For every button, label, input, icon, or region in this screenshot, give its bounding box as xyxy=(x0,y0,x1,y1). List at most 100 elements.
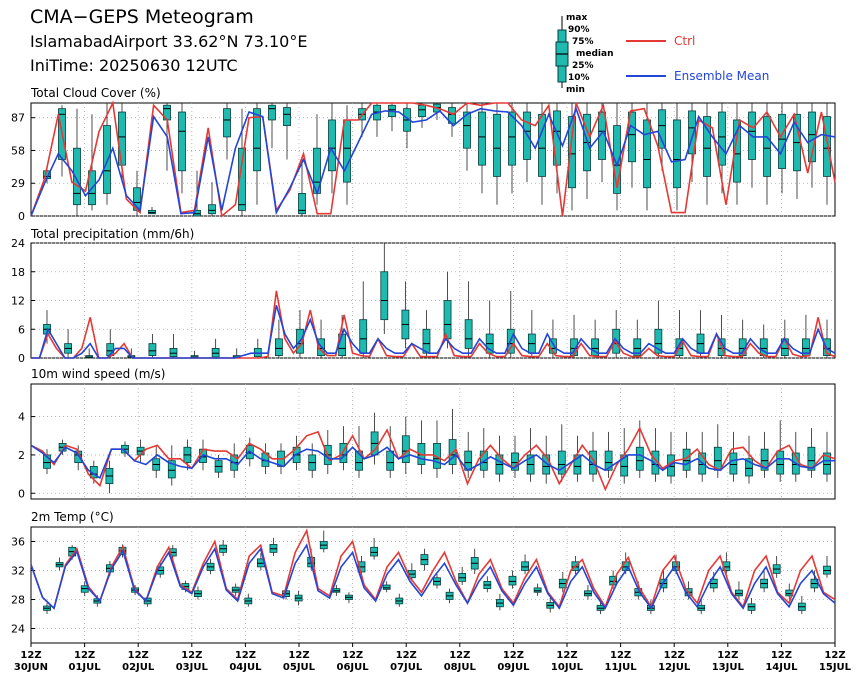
box-iqr xyxy=(654,328,663,354)
legend-box-p25: 25% xyxy=(572,61,594,71)
x-tick-date: 30JUN xyxy=(14,662,48,673)
y-tick-label: 58 xyxy=(11,144,25,157)
box-iqr xyxy=(328,119,336,172)
x-tick-time: 12Z xyxy=(824,650,845,661)
legend-box-p10: 10% xyxy=(568,73,590,83)
box-iqr xyxy=(355,450,363,471)
x-tick-time: 12Z xyxy=(342,650,363,661)
box-iqr xyxy=(382,584,391,590)
y-tick-label: 2 xyxy=(18,449,25,462)
x-tick-date: 15JUL xyxy=(819,662,852,673)
panel-frame xyxy=(30,526,836,644)
ctrl-series-line xyxy=(30,528,836,610)
x-tick-time: 12Z xyxy=(664,650,685,661)
box-iqr xyxy=(343,119,351,183)
x-tick-time: 12Z xyxy=(235,650,256,661)
x-tick-date: 02JUL xyxy=(122,662,155,673)
box-iqr xyxy=(359,319,368,354)
box-iqr xyxy=(673,119,681,189)
x-tick-date: 11JUL xyxy=(605,662,638,673)
legend-box-median: median xyxy=(576,49,614,59)
legend-mean-label: Ensemble Mean xyxy=(674,69,770,83)
x-tick-date: 01JUL xyxy=(69,662,102,673)
legend-box-p90: 90% xyxy=(568,25,590,35)
box-iqr xyxy=(370,546,378,557)
panel-frame xyxy=(30,102,836,217)
box-iqr xyxy=(776,450,785,475)
x-tick-time: 12Z xyxy=(771,650,792,661)
x-tick-date: 10JUL xyxy=(551,662,584,673)
box-iqr xyxy=(713,446,722,471)
y-tick-label: 24 xyxy=(11,237,25,250)
box-iqr xyxy=(418,104,426,117)
box-iqr xyxy=(103,125,111,194)
box-iqr xyxy=(274,338,283,357)
mean-series-line xyxy=(30,543,836,610)
box-iqr xyxy=(643,119,651,189)
box-iqr xyxy=(169,348,178,357)
box-iqr xyxy=(464,319,473,349)
mean-series-line xyxy=(30,444,835,480)
y-tick-label: 0 xyxy=(18,210,25,223)
mean-series-line xyxy=(31,305,836,359)
x-tick-time: 12Z xyxy=(610,650,631,661)
x-tick-date: 05JUL xyxy=(283,662,316,673)
box-iqr xyxy=(178,111,186,172)
x-tick-date: 09JUL xyxy=(497,662,530,673)
box-iqr xyxy=(628,111,636,163)
box-iqr xyxy=(635,446,644,471)
box-iqr xyxy=(823,116,831,177)
x-tick-time: 12Z xyxy=(396,650,417,661)
x-tick-time: 12Z xyxy=(20,650,41,661)
box-iqr xyxy=(422,328,431,354)
x-tick-date: 12JUL xyxy=(658,662,691,673)
box-iqr xyxy=(268,104,276,121)
box-iqr xyxy=(763,116,771,177)
y-tick-label: 18 xyxy=(11,266,25,279)
box-iqr xyxy=(745,458,753,477)
page-title: CMA−GEPS Meteogram xyxy=(30,6,254,28)
x-tick-date: 14JUL xyxy=(765,662,798,673)
box-iqr xyxy=(568,116,576,189)
panel-title-wind: 10m wind speed (m/s) xyxy=(31,367,166,381)
legend-box-min: min xyxy=(566,85,585,95)
box-iqr xyxy=(807,446,816,471)
y-tick-label: 28 xyxy=(11,594,25,607)
box-iqr xyxy=(238,147,246,211)
box-iqr xyxy=(658,109,666,149)
x-tick-time: 12Z xyxy=(717,650,738,661)
x-tick-date: 04JUL xyxy=(229,662,262,673)
box-iqr xyxy=(508,575,517,586)
station-location: IslamabadAirport 33.62°N 73.10°E xyxy=(30,32,308,51)
box-iqr xyxy=(283,107,291,126)
y-tick-label: 4 xyxy=(18,411,25,424)
box-iqr xyxy=(298,192,306,215)
box-iqr xyxy=(401,435,410,463)
x-tick-date: 03JUL xyxy=(176,662,209,673)
box-iqr xyxy=(688,110,696,155)
panel-frame xyxy=(30,383,836,500)
box-iqr xyxy=(613,125,621,194)
x-tick-time: 12Z xyxy=(556,650,577,661)
y-tick-label: 36 xyxy=(11,536,25,549)
box-iqr xyxy=(557,450,566,475)
legend-box-max: max xyxy=(566,13,588,23)
box-iqr xyxy=(651,450,660,475)
x-tick-time: 12Z xyxy=(128,650,149,661)
x-tick-time: 12Z xyxy=(449,650,470,661)
y-tick-label: 0 xyxy=(18,487,25,500)
box-iqr xyxy=(823,452,831,475)
box-iqr xyxy=(521,561,529,571)
x-tick-time: 12Z xyxy=(288,650,309,661)
x-tick-time: 12Z xyxy=(181,650,202,661)
box-iqr xyxy=(729,452,738,475)
mean-series-line xyxy=(30,106,836,217)
box-iqr xyxy=(718,111,726,166)
box-iqr xyxy=(735,589,743,597)
x-tick-date: 08JUL xyxy=(444,662,477,673)
box-iqr xyxy=(633,338,642,357)
box-iqr xyxy=(73,147,81,206)
box-iqr xyxy=(760,448,769,471)
box-iqr xyxy=(823,338,831,357)
box-iqr xyxy=(604,450,613,471)
